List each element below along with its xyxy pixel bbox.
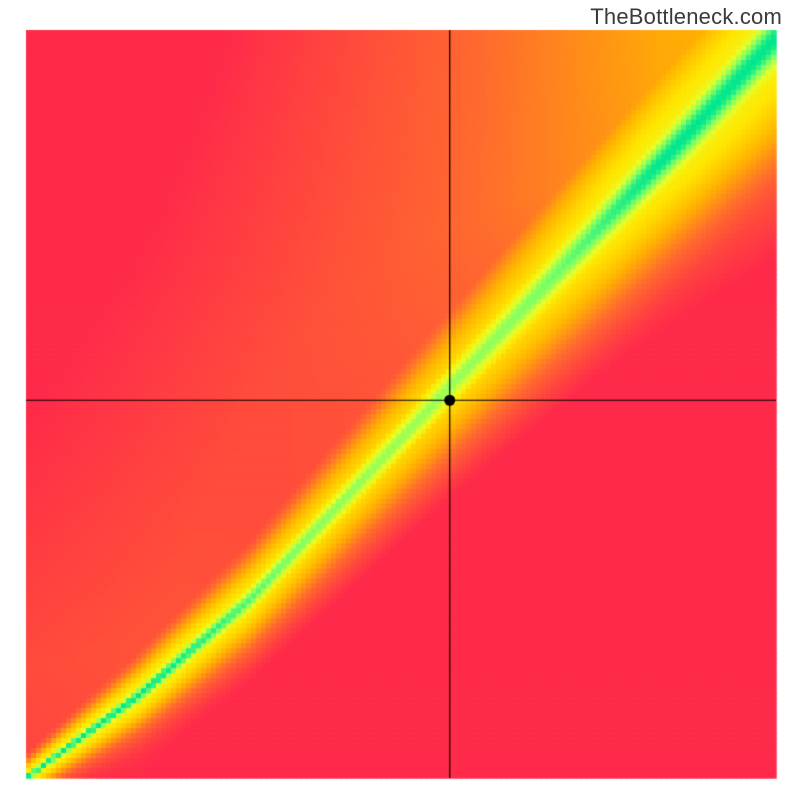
watermark-text: TheBottleneck.com xyxy=(590,4,782,30)
bottleneck-heatmap xyxy=(0,0,800,800)
chart-container: { "watermark": { "text": "TheBottleneck.… xyxy=(0,0,800,800)
